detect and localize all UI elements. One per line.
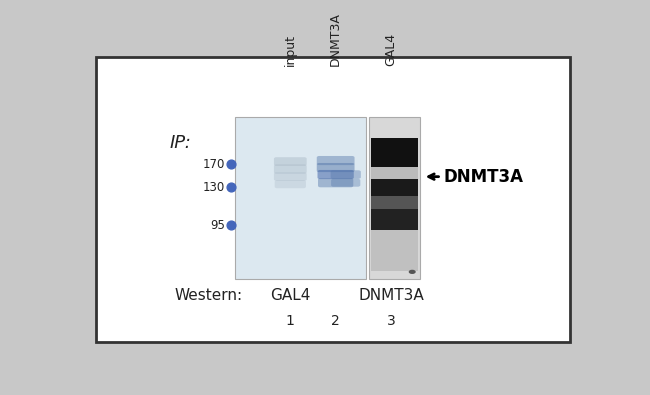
- Text: 2: 2: [332, 314, 340, 328]
- Circle shape: [409, 270, 416, 274]
- Bar: [371, 167, 418, 179]
- Text: input: input: [284, 34, 297, 66]
- FancyBboxPatch shape: [274, 164, 307, 174]
- FancyBboxPatch shape: [317, 170, 354, 179]
- Text: 130: 130: [203, 181, 225, 194]
- Bar: [371, 196, 418, 209]
- FancyBboxPatch shape: [275, 180, 306, 188]
- FancyBboxPatch shape: [318, 178, 354, 187]
- Text: DNMT3A: DNMT3A: [329, 12, 342, 66]
- FancyBboxPatch shape: [274, 157, 307, 166]
- Bar: [371, 230, 418, 271]
- Text: GAL4: GAL4: [270, 288, 311, 303]
- Bar: [371, 179, 418, 196]
- Text: 3: 3: [387, 314, 395, 328]
- Text: 170: 170: [202, 158, 225, 171]
- Text: 1: 1: [286, 314, 294, 328]
- Text: GAL4: GAL4: [385, 32, 398, 66]
- Bar: [371, 138, 418, 167]
- FancyBboxPatch shape: [317, 163, 354, 172]
- Bar: [371, 209, 418, 230]
- Text: DNMT3A: DNMT3A: [444, 167, 524, 186]
- Bar: [235, 117, 366, 278]
- Point: [226, 222, 237, 228]
- FancyBboxPatch shape: [331, 170, 361, 179]
- Text: DNMT3A: DNMT3A: [358, 288, 424, 303]
- Bar: [369, 117, 420, 278]
- Point: [226, 161, 237, 167]
- FancyBboxPatch shape: [274, 172, 307, 181]
- FancyBboxPatch shape: [317, 156, 354, 165]
- Text: Western:: Western:: [174, 288, 242, 303]
- Text: 95: 95: [210, 219, 225, 232]
- Point: [226, 184, 237, 190]
- FancyBboxPatch shape: [331, 179, 360, 187]
- Text: IP:: IP:: [170, 134, 191, 152]
